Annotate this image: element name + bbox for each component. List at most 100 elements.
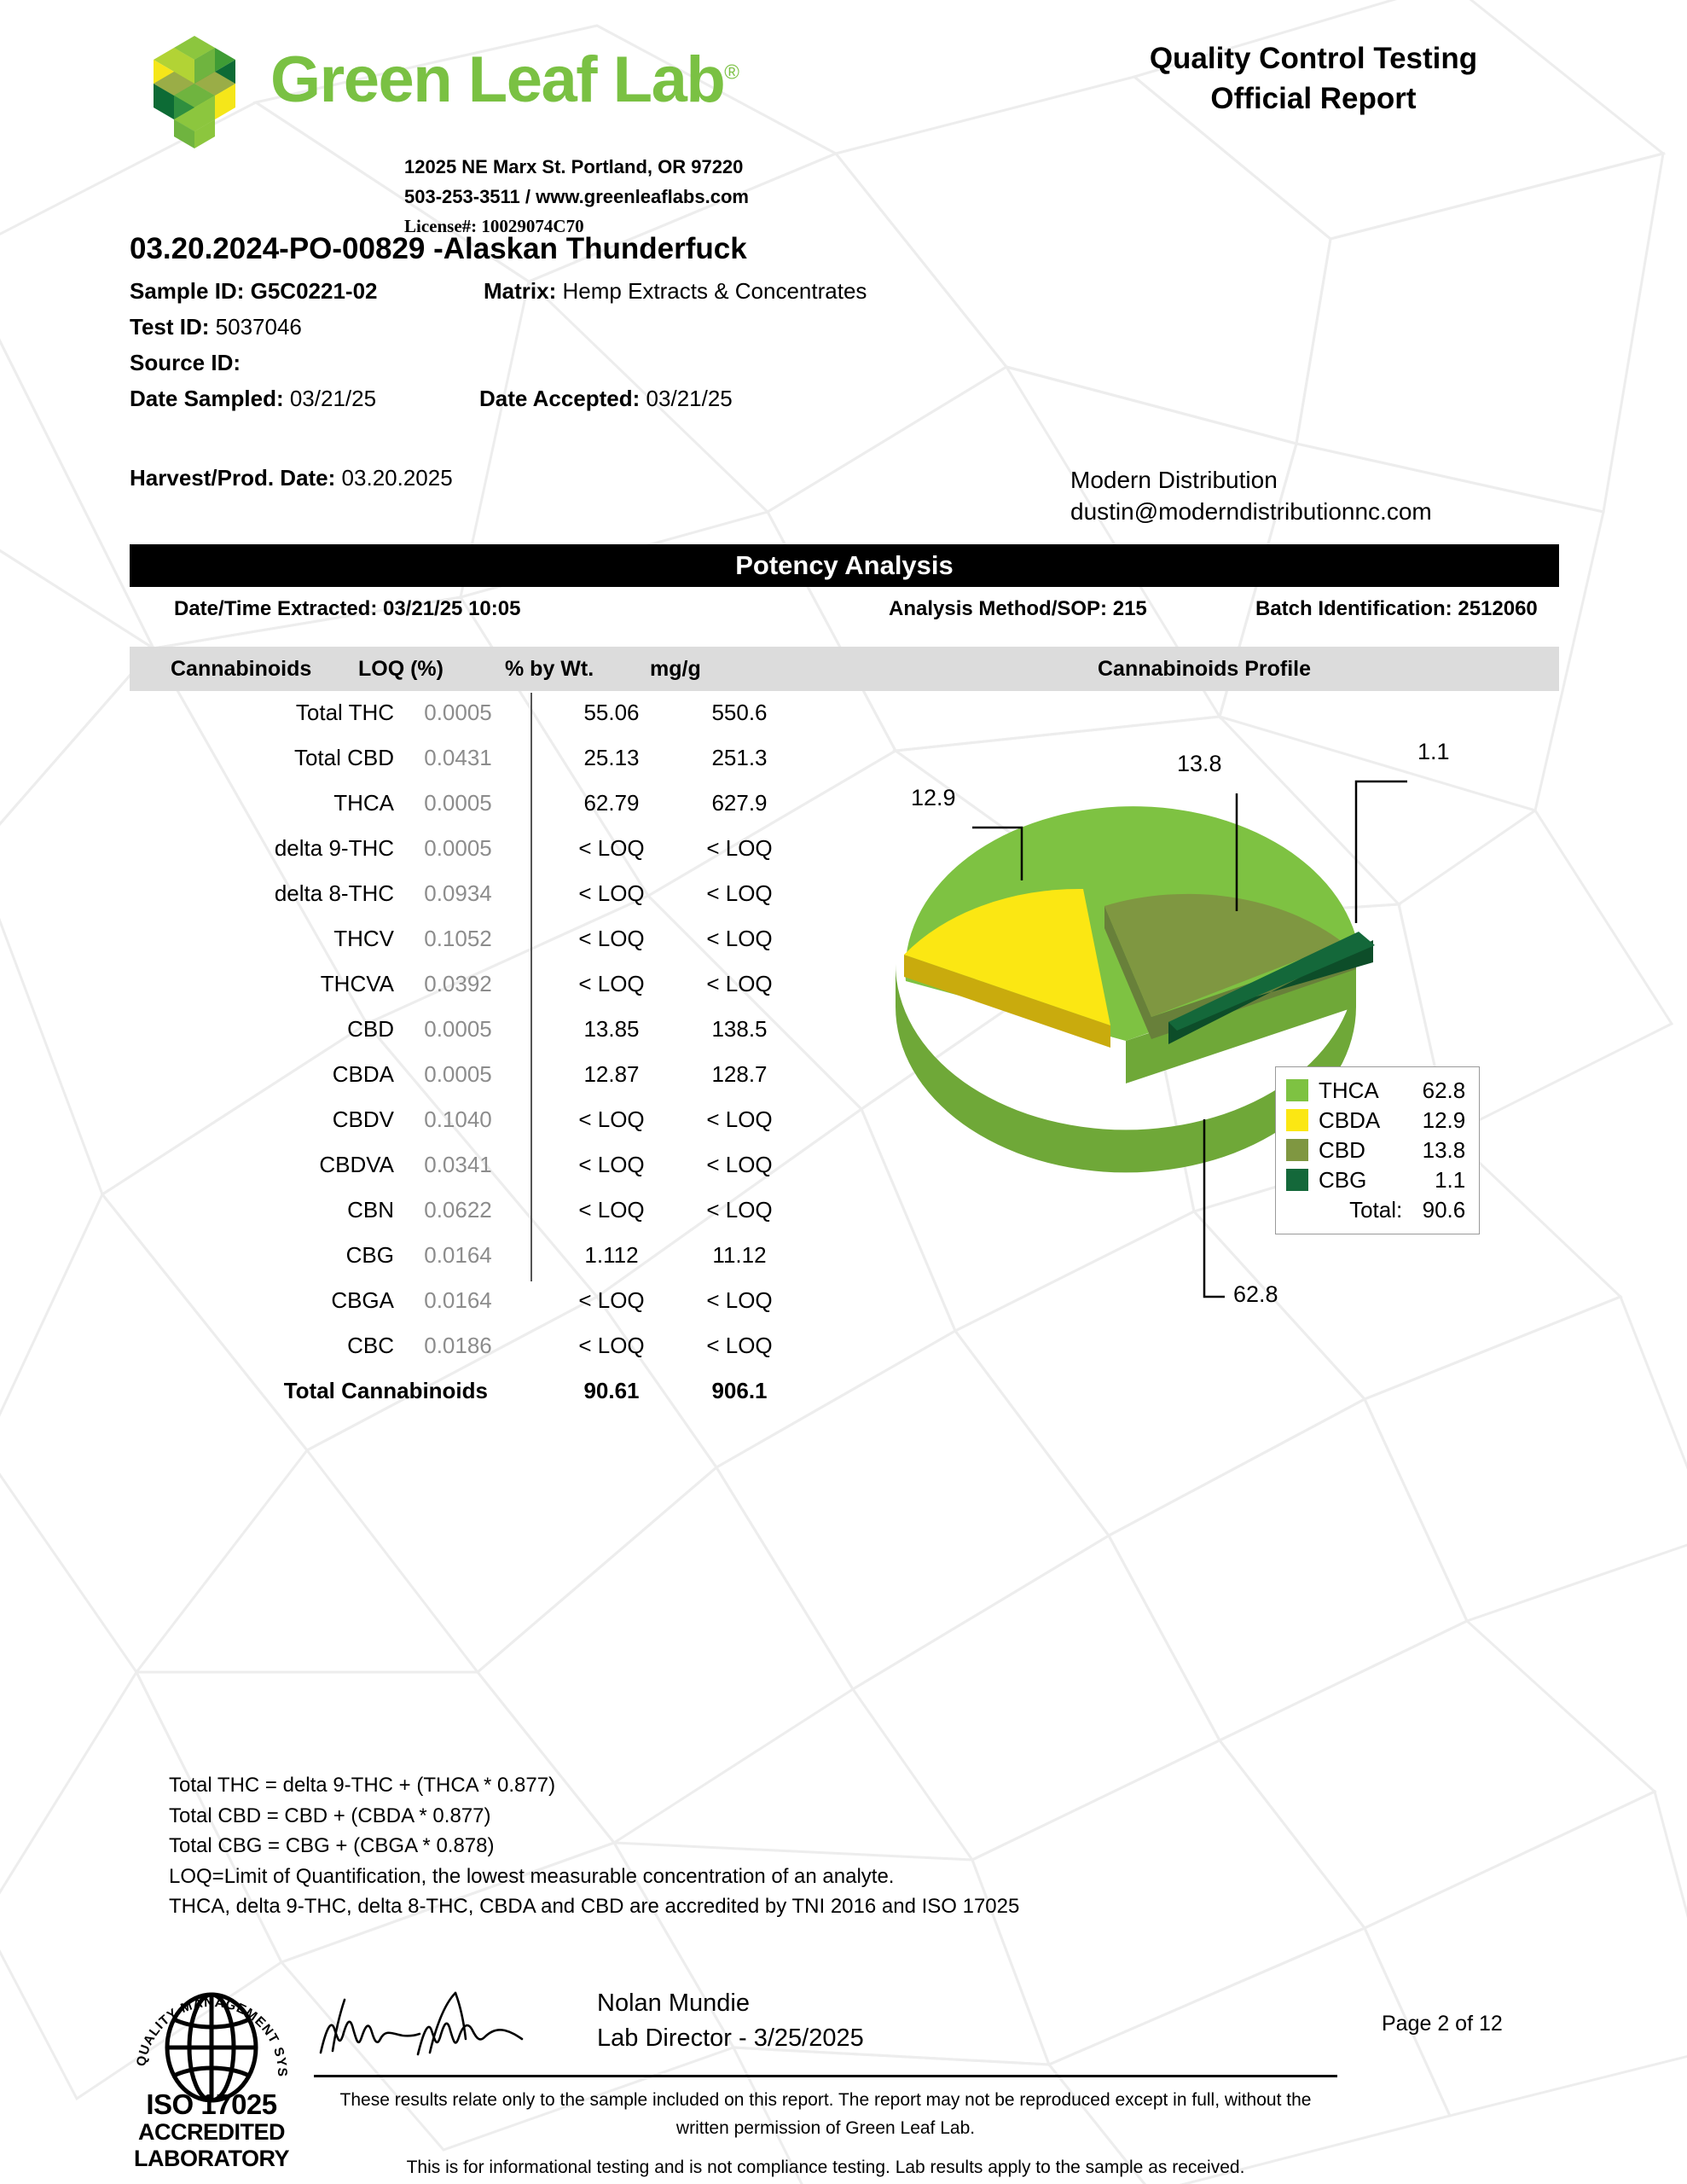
callout-label-thca: 62.8	[1233, 1281, 1278, 1307]
potency-section-title: Potency Analysis	[735, 550, 954, 580]
analyte-percent: 62.79	[583, 790, 640, 816]
analyte-percent: < LOQ	[578, 1333, 645, 1358]
footer-divider	[314, 2075, 1337, 2077]
legend-swatch-cell	[1286, 1106, 1319, 1136]
analyte-percent: 1.112	[584, 1242, 639, 1268]
table-row: CBG 0.0164 1.112 11.12	[130, 1235, 803, 1281]
table-row: THCVA 0.0392 < LOQ < LOQ	[130, 964, 803, 1009]
column-header-percent-by-weight: % by Wt.	[505, 657, 594, 681]
signer-title: Lab Director - 3/25/2025	[597, 2024, 864, 2053]
analyte-percent: < LOQ	[578, 1152, 645, 1177]
analyte-name: CBDVA	[319, 1152, 394, 1177]
table-row: CBC 0.0186 < LOQ < LOQ	[130, 1326, 803, 1371]
test-id-value: 5037046	[215, 314, 302, 340]
analyte-name: delta 9-THC	[274, 835, 394, 861]
date-sampled-value: 03/21/25	[289, 386, 377, 411]
potency-section-header: Potency Analysis	[130, 544, 1559, 587]
analyte-loq: 0.0431	[424, 745, 492, 770]
iso-accredited: ACCREDITED	[137, 2119, 286, 2145]
table-header-row: Cannabinoids LOQ (%) % by Wt. mg/g Canna…	[130, 647, 1559, 691]
analyte-mgg: < LOQ	[706, 1152, 773, 1177]
table-row: delta 9-THC 0.0005 < LOQ < LOQ	[130, 828, 803, 874]
table-row: Total CBD 0.0431 25.13 251.3	[130, 738, 803, 783]
source-id-row: Source ID:	[130, 350, 1597, 386]
analyte-percent: < LOQ	[578, 835, 645, 861]
legend-label: CBD	[1319, 1137, 1365, 1163]
client-email: dustin@moderndistributionnc.com	[1070, 497, 1432, 525]
total-mgg: 906.1	[711, 1378, 768, 1403]
analyte-percent: 25.13	[583, 745, 640, 770]
analyte-mgg: 251.3	[711, 745, 768, 770]
callout-label-cbg: 1.1	[1417, 739, 1450, 764]
column-header-cannabinoids: Cannabinoids	[171, 657, 312, 681]
sample-info-block: 03.20.2024-PO-00829 -Alaskan Thunderfuck…	[130, 232, 1597, 421]
analyte-name: THCA	[333, 790, 394, 816]
extracted-value: 03/21/25 10:05	[382, 597, 521, 620]
cannabinoid-results-table: Total THC 0.0005 55.06 550.6 Total CBD 0.0431…	[130, 693, 803, 1416]
analyte-mgg: < LOQ	[706, 835, 773, 861]
disclaimer-line-1: These results relate only to the sample …	[339, 2090, 1312, 2110]
harvest-date-value: 03.20.2025	[341, 465, 453, 491]
greenleaf-cube-logo-icon	[154, 36, 235, 148]
analyte-name: CBN	[347, 1197, 394, 1223]
analyte-name: CBC	[347, 1333, 394, 1358]
analyte-name: CBG	[345, 1242, 394, 1268]
brand-logo: Green Leaf Lab® 12025 NE Marx St. Portla…	[130, 24, 914, 236]
analyte-mgg: 11.12	[712, 1242, 767, 1268]
brand-name-green: Green	[270, 44, 453, 116]
chart-legend: THCA 62.8 CBDA 12.9 CBD 13.8 CBG 1.1 Total: 90.6	[1275, 1066, 1481, 1234]
analyte-name: CBD	[347, 1016, 394, 1042]
table-row: CBN 0.0622 < LOQ < LOQ	[130, 1190, 803, 1235]
brand-name-leaflab: Leaf Lab	[467, 44, 726, 116]
page-header: Green Leaf Lab® 12025 NE Marx St. Portla…	[0, 0, 1687, 236]
test-id-row: Test ID: 5037046	[130, 314, 1597, 350]
page-number: Page 2 of 12	[1382, 2012, 1503, 2036]
signature-image	[319, 1991, 524, 2056]
legend-value: 12.9	[1422, 1107, 1466, 1133]
report-title-line1: Quality Control Testing	[1149, 42, 1478, 75]
legend-color-swatch	[1286, 1079, 1308, 1101]
footnote-line: THCA, delta 9-THC, delta 8-THC, CBDA and…	[169, 1895, 1020, 1919]
analyte-percent: 55.06	[583, 700, 640, 725]
matrix-label: Matrix:	[484, 278, 557, 304]
legend-item: CBD 13.8	[1286, 1136, 1465, 1165]
disclaimer-text: These results relate only to the sample …	[314, 2087, 1337, 2182]
sample-title: 03.20.2024-PO-00829 -Alaskan Thunderfuck	[130, 232, 747, 265]
table-total-row: Total Cannabinoids 90.61 906.1	[130, 1371, 803, 1416]
test-id-label: Test ID:	[130, 314, 210, 340]
legend-color-swatch	[1286, 1139, 1308, 1161]
report-title: Quality Control Testing Official Report	[1049, 39, 1578, 119]
iso-number: ISO 17025	[146, 2088, 277, 2120]
analyte-mgg: < LOQ	[706, 971, 773, 996]
legend-total-label: Total:	[1349, 1197, 1403, 1223]
analyte-mgg: 627.9	[711, 790, 768, 816]
analyte-loq: 0.0164	[424, 1287, 492, 1313]
analyte-percent: 13.85	[583, 1016, 640, 1042]
analyte-percent: < LOQ	[578, 926, 645, 951]
table-row: CBDA 0.0005 12.87 128.7	[130, 1054, 803, 1100]
signer-name: Nolan Mundie	[597, 1989, 750, 2017]
legend-color-swatch	[1286, 1169, 1308, 1191]
date-accepted-label: Date Accepted:	[479, 386, 641, 411]
analyte-loq: 0.0005	[424, 1061, 492, 1087]
footnote-line: LOQ=Limit of Quantification, the lowest …	[169, 1864, 895, 1888]
date-sampled-label: Date Sampled:	[130, 386, 284, 411]
legend-item: CBDA 12.9	[1286, 1106, 1465, 1136]
sample-id-value: G5C0221-02	[250, 278, 378, 304]
analyte-percent: 12.87	[583, 1061, 640, 1087]
table-row: delta 8-THC 0.0934 < LOQ < LOQ	[130, 874, 803, 919]
matrix-value: Hemp Extracts & Concentrates	[562, 278, 867, 304]
analyte-loq: 0.0005	[424, 700, 492, 725]
callout-label-cbd: 13.8	[1177, 751, 1222, 776]
analyte-name: THCV	[333, 926, 394, 951]
method-label: Analysis Method/SOP:	[889, 597, 1108, 620]
lab-address: 12025 NE Marx St. Portland, OR 97220	[404, 156, 744, 177]
brand-name: Green Leaf Lab®	[270, 43, 739, 117]
analysis-meta-row: Date/Time Extracted: 03/21/25 10:05 Anal…	[130, 597, 1559, 635]
dates-row: Date Sampled: 03/21/25 Date Accepted: 03…	[130, 386, 1597, 421]
callout-label-cbda: 12.9	[911, 785, 956, 810]
table-row: THCV 0.1052 < LOQ < LOQ	[130, 919, 803, 964]
analyte-percent: < LOQ	[578, 971, 645, 996]
analyte-loq: 0.0392	[424, 971, 492, 996]
